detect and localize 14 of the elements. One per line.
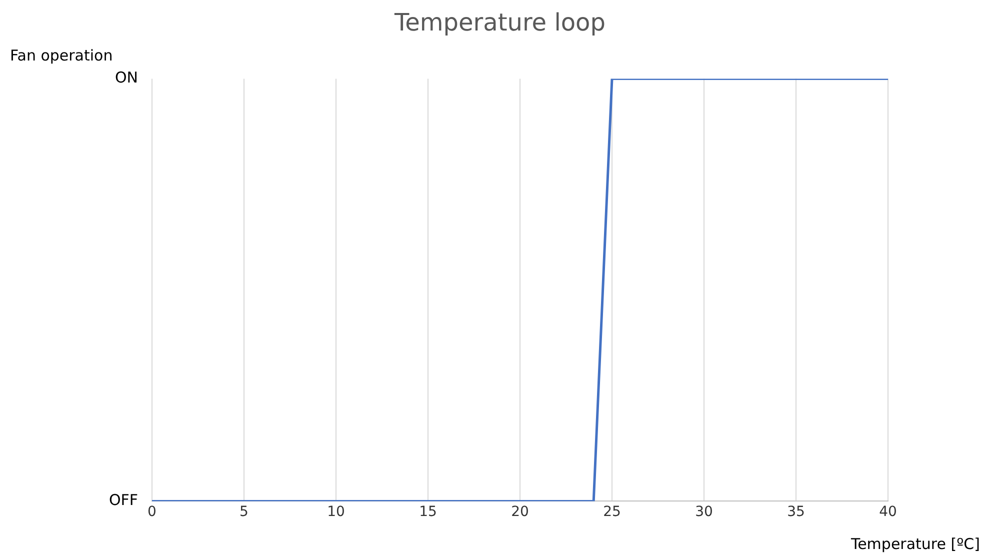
text: OFF <box>108 491 138 510</box>
text: ON <box>114 68 138 87</box>
chart-title: Temperature loop <box>394 8 606 37</box>
x-tick-label: 10 <box>327 504 345 520</box>
x-tick-label: 40 <box>879 504 897 520</box>
y-axis-title: Fan operation <box>10 46 113 65</box>
x-tick-label: 20 <box>511 504 529 520</box>
x-tick-label: 25 <box>603 504 621 520</box>
x-tick-label: 30 <box>695 504 713 520</box>
x-tick-label: 35 <box>787 504 805 520</box>
x-tick-label: 5 <box>240 504 248 520</box>
x-axis-title: Temperature [ºC] <box>850 535 980 554</box>
x-tick-label: 0 <box>148 504 156 520</box>
x-tick-label: 15 <box>419 504 437 520</box>
